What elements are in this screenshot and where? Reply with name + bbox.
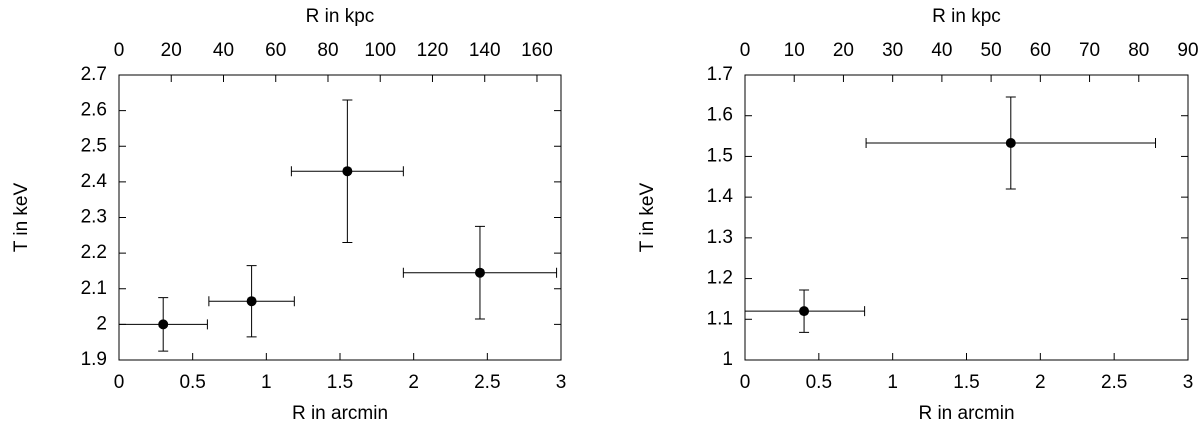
x2-tick-label: 40 (213, 40, 234, 61)
y-tick-label: 2 (96, 313, 107, 334)
x2-tick-label: 160 (521, 40, 553, 61)
x-tick-label: 1.5 (327, 372, 353, 393)
x2-tick-label: 20 (161, 40, 182, 61)
x-tick-label: 0 (740, 372, 751, 393)
x2-tick-label: 80 (1128, 40, 1149, 61)
x2-tick-label: 80 (317, 40, 338, 61)
x2-axis-title: R in kpc (306, 6, 375, 27)
y-tick-label: 1.6 (707, 105, 733, 126)
y-tick-label: 1.5 (707, 145, 733, 166)
plot-frame (744, 74, 1189, 361)
x2-tick-label: 140 (469, 40, 501, 61)
x2-tick-label: 70 (1079, 40, 1100, 61)
x2-tick-label: 40 (931, 40, 952, 61)
x2-tick-label: 10 (784, 40, 805, 61)
x2-tick-label: 100 (364, 40, 396, 61)
y-tick-label: 1.9 (81, 349, 107, 370)
y-tick-label: 1.7 (707, 64, 733, 85)
data-point (342, 166, 353, 177)
data-point (799, 306, 810, 317)
x2-tick-label: 60 (265, 40, 286, 61)
x-tick-label: 2 (408, 372, 419, 393)
x-tick-label: 2.5 (1101, 372, 1127, 393)
y-tick-label: 2.4 (81, 171, 108, 192)
x2-tick-label: 0 (740, 40, 751, 61)
x2-tick-label: 60 (1030, 40, 1051, 61)
x2-tick-label: 0 (114, 40, 125, 61)
data-point (1005, 137, 1016, 148)
y-tick-label: 2.7 (81, 64, 107, 85)
y-tick-label: 1.4 (707, 186, 734, 207)
x-tick-label: 0.5 (179, 372, 205, 393)
plot-frame (118, 74, 562, 361)
data-point (474, 267, 485, 278)
x-tick-label: 2.5 (474, 372, 500, 393)
y-axis-title: T in keV (637, 183, 658, 253)
y-tick-label: 1.1 (707, 308, 733, 329)
x-tick-label: 3 (1183, 372, 1194, 393)
x-tick-label: 1 (887, 372, 898, 393)
data-point (246, 296, 257, 307)
y-tick-label: 2.2 (81, 242, 107, 263)
y-axis-title: T in keV (11, 183, 32, 253)
data-point (158, 319, 169, 330)
x2-tick-label: 20 (833, 40, 854, 61)
x2-tick-label: 50 (981, 40, 1002, 61)
x2-tick-label: 90 (1177, 40, 1198, 61)
y-tick-label: 2.6 (81, 100, 107, 121)
x-tick-label: 3 (556, 372, 567, 393)
x2-axis-title: R in kpc (932, 6, 1001, 27)
y-tick-label: 2.5 (81, 135, 107, 156)
x-tick-label: 1.5 (953, 372, 979, 393)
x-tick-label: 2 (1035, 372, 1046, 393)
x2-tick-label: 120 (417, 40, 449, 61)
x-axis-title: R in arcmin (918, 403, 1014, 424)
y-tick-label: 2.1 (81, 278, 107, 299)
y-tick-label: 1 (722, 349, 733, 370)
y-tick-label: 2.3 (81, 207, 107, 228)
y-tick-label: 1.2 (707, 268, 733, 289)
x-axis-title: R in arcmin (292, 403, 388, 424)
x-tick-label: 0 (114, 372, 125, 393)
x2-tick-label: 30 (882, 40, 903, 61)
x-tick-label: 0.5 (806, 372, 832, 393)
x-tick-label: 1 (261, 372, 272, 393)
y-tick-label: 1.3 (707, 227, 733, 248)
